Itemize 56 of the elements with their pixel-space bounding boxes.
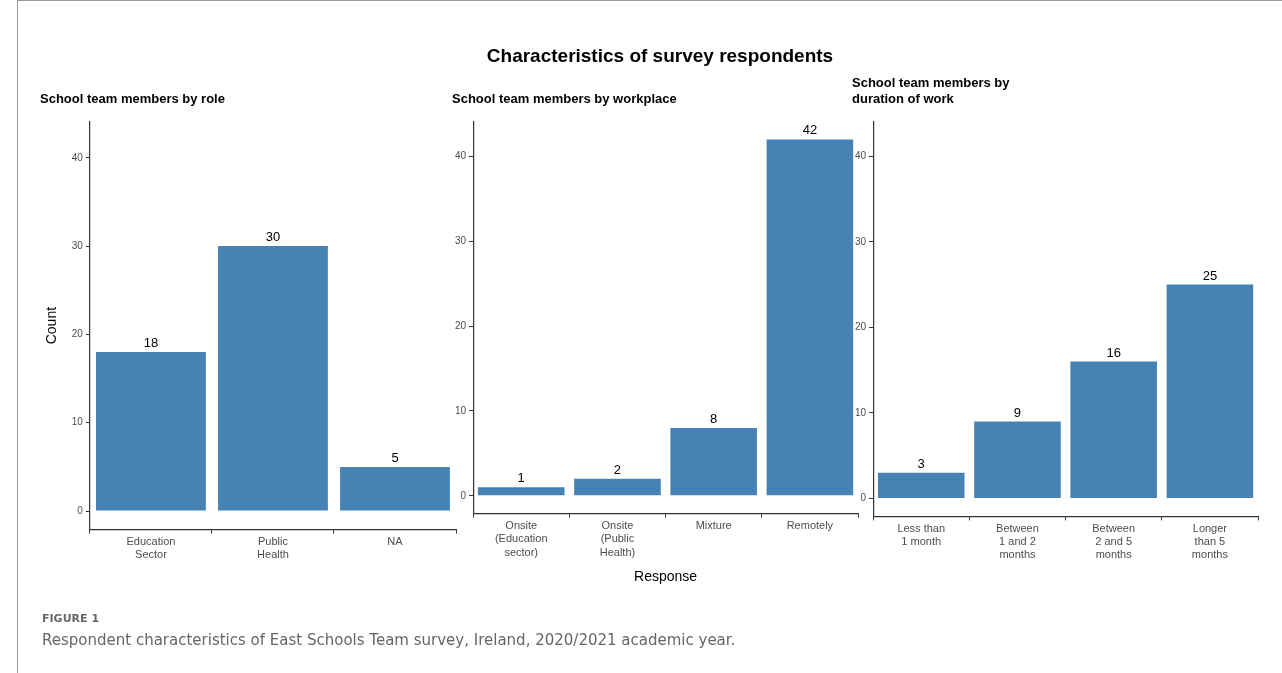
bar — [218, 246, 328, 511]
data-label: 5 — [391, 449, 399, 465]
bar — [96, 352, 206, 511]
bar — [766, 139, 854, 496]
bar — [670, 427, 757, 496]
x-axis-title: Response — [634, 568, 698, 585]
x-tick-label: Longer than 5 months — [1191, 522, 1229, 561]
x-tick-label: Onsite (Public Health) — [599, 519, 636, 558]
data-label: 8 — [710, 410, 718, 426]
y-tick-label: 10 — [855, 406, 867, 418]
y-tick-label: 30 — [455, 234, 467, 246]
x-tick-label: Remotely — [786, 519, 834, 532]
x-tick-label: Mixture — [695, 519, 732, 532]
data-label: 16 — [1106, 344, 1121, 360]
data-label: 1 — [517, 470, 525, 486]
data-label: 2 — [613, 461, 622, 477]
y-tick-label: 30 — [855, 235, 867, 247]
y-tick-label: 40 — [455, 150, 467, 162]
data-label: 18 — [143, 335, 159, 351]
chart-title: School team members by duration of work — [852, 75, 1011, 106]
caption: FIGURE 1 — [42, 612, 101, 625]
bar — [974, 421, 1061, 498]
x-tick-label: Onsite (Education sector) — [494, 519, 548, 558]
data-label: 30 — [265, 229, 281, 245]
x-tick-label: Public Health — [257, 535, 289, 561]
y-tick-label: 20 — [455, 319, 467, 331]
x-tick-label: Between 1 and 2 months — [996, 522, 1039, 561]
data-label: 25 — [1202, 267, 1218, 283]
bar — [1070, 361, 1157, 498]
y-tick-label: 20 — [855, 321, 867, 333]
text: Characteristics of survey respondents — [485, 45, 835, 67]
text: Respondent characteristics of East Schools Team survey, Ireland, 2020/2021 academic year. — [42, 631, 736, 649]
data-label: 9 — [1013, 404, 1022, 420]
y-tick-label: 40 — [855, 150, 867, 162]
y-tick-label: 10 — [455, 404, 467, 416]
y-axis-title: Count — [43, 306, 60, 345]
y-tick-label: 20 — [71, 328, 84, 340]
bar — [1166, 284, 1254, 498]
data-label: 42 — [802, 122, 818, 138]
y-tick-label: 0 — [860, 492, 867, 504]
x-tick-label: NA — [387, 535, 404, 548]
y-tick-label: 0 — [77, 504, 84, 516]
y-tick-label: 10 — [71, 416, 84, 428]
chart-title: School team members by role — [40, 91, 225, 107]
data-label: 3 — [917, 455, 925, 471]
y-tick-label: 40 — [71, 151, 84, 163]
bar — [877, 472, 965, 498]
bar — [340, 466, 450, 511]
bar — [477, 487, 565, 496]
x-tick-label: Less than 1 month — [897, 522, 946, 548]
bar — [574, 478, 661, 496]
y-tick-label: 0 — [460, 489, 467, 501]
y-tick-label: 30 — [71, 239, 84, 251]
x-tick-label: Between 2 and 5 months — [1092, 522, 1136, 561]
x-tick-label: Education Sector — [126, 535, 176, 561]
chart-title: School team members by workplace — [452, 91, 677, 107]
